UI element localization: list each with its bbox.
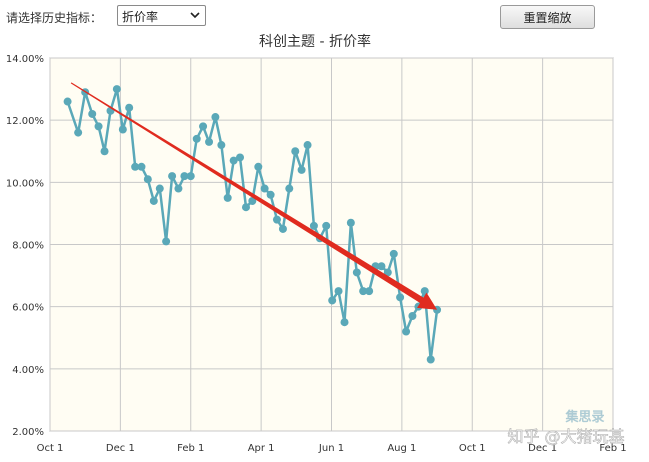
data-point	[174, 184, 183, 193]
x-tick-label: Dec 1	[106, 443, 135, 454]
data-point	[63, 97, 72, 106]
data-point	[112, 85, 121, 94]
data-point	[285, 184, 294, 193]
data-point	[420, 287, 429, 296]
data-point	[328, 296, 337, 305]
y-tick-label: 4.00%	[12, 365, 44, 376]
data-point	[211, 113, 220, 122]
data-point	[309, 221, 318, 230]
data-point	[303, 141, 312, 150]
data-point	[334, 287, 343, 296]
reset-zoom-button[interactable]: 重置缩放	[500, 5, 595, 29]
data-point	[205, 137, 214, 146]
data-point	[236, 153, 245, 162]
y-axis: 14.00% 12.00% 10.00% 8.00% 6.00% 4.00% 2.00%	[6, 54, 44, 438]
data-point	[168, 172, 177, 181]
data-point	[248, 196, 257, 205]
data-point	[137, 162, 146, 171]
data-point	[125, 103, 134, 112]
x-tick-label: Oct 1	[459, 443, 486, 454]
data-point	[223, 193, 232, 202]
indicator-select[interactable]: 折价率	[117, 5, 206, 26]
series-points	[63, 85, 442, 364]
data-point	[365, 287, 374, 296]
data-point	[118, 125, 127, 134]
chart-title: 科创主题 - 折价率	[259, 33, 371, 50]
data-point	[88, 109, 97, 118]
data-point	[241, 203, 250, 212]
data-point	[192, 134, 201, 143]
y-tick-label: 2.00%	[12, 427, 44, 438]
data-point	[322, 221, 331, 230]
data-point	[426, 355, 435, 364]
x-tick-label: Feb 1	[177, 443, 204, 454]
data-point	[297, 165, 306, 174]
data-point	[278, 224, 287, 233]
data-point	[217, 141, 226, 150]
y-tick-label: 10.00%	[6, 178, 44, 189]
data-point	[396, 293, 405, 302]
data-point	[131, 162, 140, 171]
data-point	[352, 268, 361, 277]
x-tick-label: Oct 1	[37, 443, 64, 454]
chevron-down-icon	[190, 12, 200, 19]
data-point	[389, 249, 398, 258]
grid-lines	[49, 57, 614, 432]
data-point	[143, 175, 152, 184]
y-tick-label: 14.00%	[6, 54, 44, 65]
data-point	[346, 218, 355, 227]
data-point	[359, 287, 368, 296]
data-point	[408, 311, 417, 320]
data-point	[74, 128, 83, 137]
data-point	[340, 318, 349, 327]
indicator-select-value: 折价率	[122, 10, 159, 24]
data-point	[162, 237, 171, 246]
data-point	[402, 327, 411, 336]
data-point	[94, 122, 103, 131]
trend-arrow-shape	[70, 82, 438, 310]
x-tick-label: Apr 1	[248, 443, 275, 454]
data-point	[199, 122, 208, 131]
y-tick-label: 6.00%	[12, 303, 44, 314]
watermark-logo: 集思录	[564, 409, 604, 425]
data-point	[260, 184, 269, 193]
data-point	[229, 156, 238, 165]
data-point	[291, 147, 300, 156]
y-tick-label: 12.00%	[6, 116, 44, 127]
data-point	[377, 262, 386, 271]
data-point	[254, 162, 263, 171]
data-point	[266, 190, 275, 199]
data-point	[155, 184, 164, 193]
x-tick-label: Jun 1	[318, 443, 344, 454]
watermark-credit: 知乎 @大猪玩基	[507, 427, 624, 446]
data-point	[186, 172, 195, 181]
x-tick-label: Dec 1	[528, 443, 557, 454]
data-point	[100, 147, 109, 156]
data-point	[180, 172, 189, 181]
data-point	[272, 215, 281, 224]
x-tick-label: Feb 1	[599, 443, 626, 454]
y-tick-label: 8.00%	[12, 241, 44, 252]
x-tick-label: Aug 1	[387, 443, 416, 454]
data-point	[383, 268, 392, 277]
data-point	[149, 196, 158, 205]
indicator-label: 请选择历史指标：	[6, 11, 103, 25]
x-axis: Oct 1 Dec 1 Feb 1 Apr 1 Jun 1 Aug 1 Oct 1 Dec 1…	[37, 443, 627, 454]
